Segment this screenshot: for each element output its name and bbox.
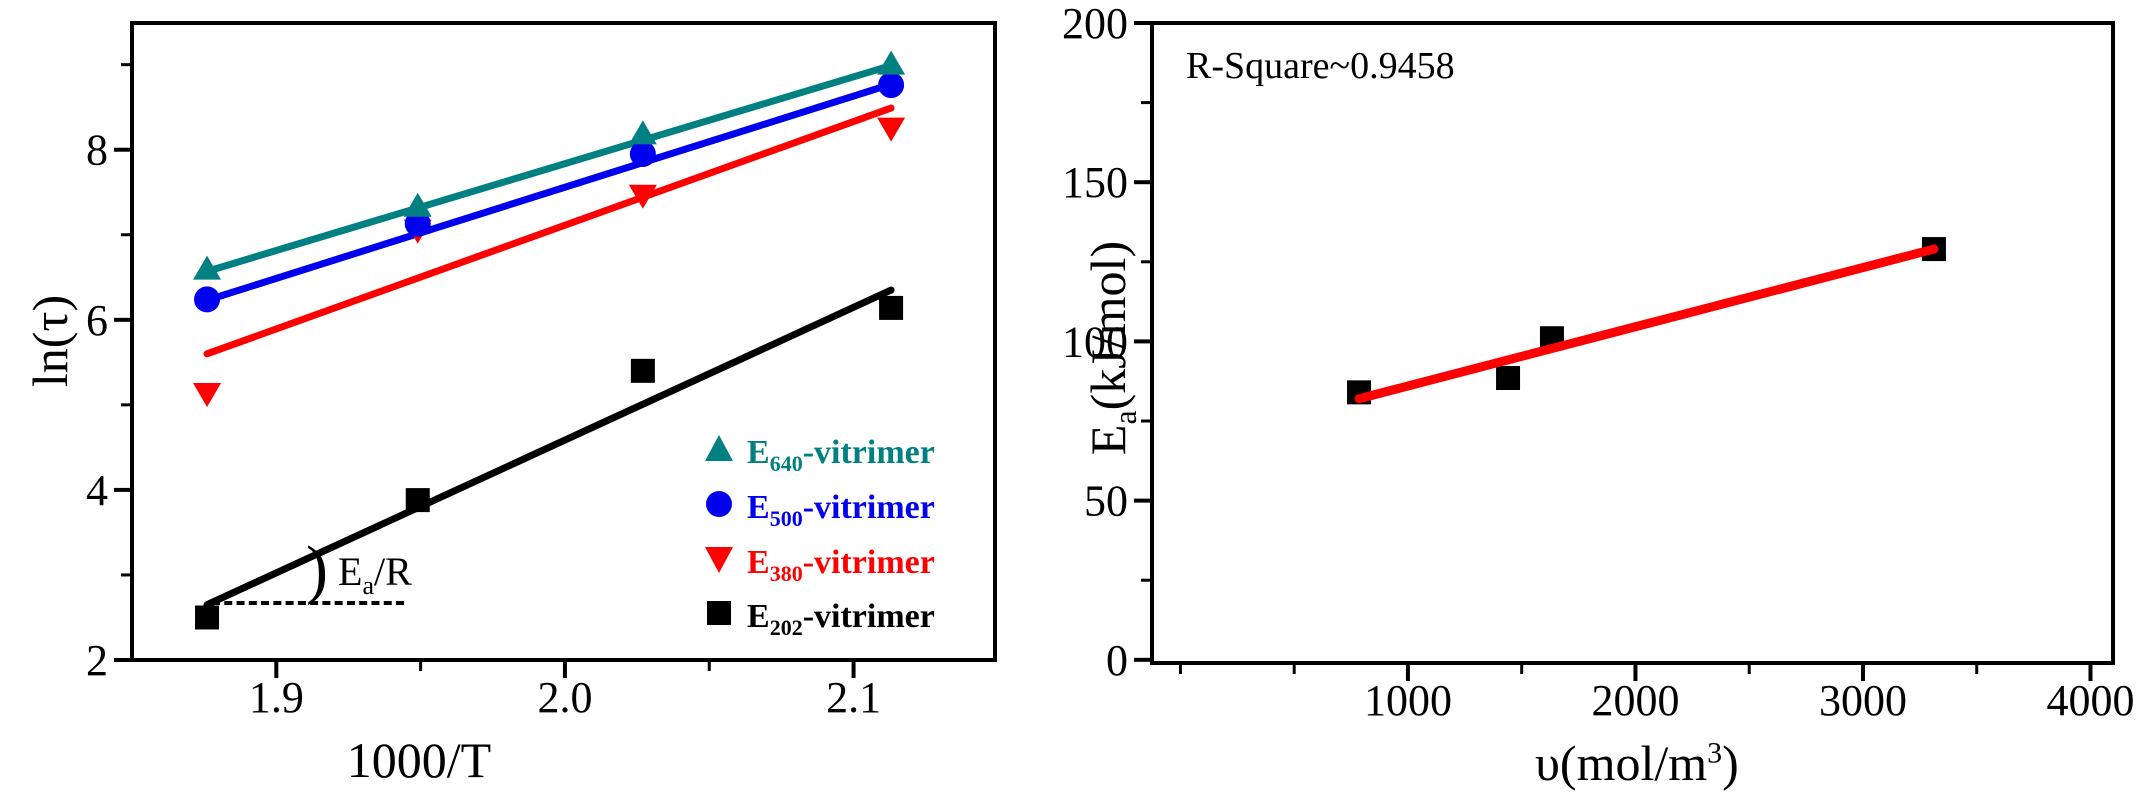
fit-line-E380-vitrimer <box>203 104 895 358</box>
data-point-E500-vitrimer <box>878 72 905 99</box>
right-y-label-rest: (kJ/mol) <box>1080 240 1136 411</box>
y-tick-label: 2 <box>86 636 108 685</box>
right-x-axis-label: υ(mol/m3) <box>1535 734 1739 792</box>
legend-label: E <box>747 489 770 526</box>
y-tick-label: 150 <box>1062 158 1128 207</box>
data-point-E202-vitrimer <box>879 295 904 320</box>
right-y-label-sub: a <box>1107 410 1143 425</box>
slope-annotation-sub: a <box>362 571 374 600</box>
legend-label: E <box>747 598 770 635</box>
legend-label-sub: 500 <box>769 505 803 531</box>
y-tick-label: 0 <box>1106 636 1128 685</box>
left-y-axis-label: ln(τ) <box>22 294 78 388</box>
data-point-E202-vitrimer <box>405 488 430 513</box>
slope-angle-paren: ) <box>306 533 328 606</box>
triangle-down-icon <box>704 544 734 583</box>
data-point-E500-vitrimer <box>629 140 656 167</box>
linear-fit-line <box>1354 244 1939 404</box>
fit-line-E202-vitrimer <box>203 286 895 609</box>
fit-line-E640-vitrimer <box>203 62 895 275</box>
legend-label-sub: 640 <box>769 450 803 476</box>
y-tick-label: 200 <box>1062 0 1128 48</box>
data-point-E640-vitrimer <box>877 50 906 75</box>
r-square-annotation: R-Square~0.9458 <box>1186 45 1455 87</box>
data-point-E380-vitrimer <box>193 382 222 407</box>
left-x-axis-label: 1000/T <box>346 732 492 788</box>
data-point-E640-vitrimer <box>403 192 432 217</box>
x-tick-label: 2.1 <box>826 673 881 722</box>
slope-dashed-baseline <box>212 601 404 605</box>
legend-label-suffix: -vitrimer <box>802 544 935 581</box>
y-tick-label: 100 <box>1062 317 1128 366</box>
slope-annotation-rest: /R <box>373 549 412 594</box>
legend-label-suffix: -vitrimer <box>802 598 935 635</box>
square-icon <box>704 598 734 637</box>
legend-label: E <box>747 544 770 581</box>
data-point-E202-vitrimer <box>195 605 220 630</box>
y-tick-label: 4 <box>86 466 108 515</box>
triangle-up-icon <box>704 434 734 473</box>
x-tick-label: 2000 <box>1591 676 1679 725</box>
y-tick-label: 6 <box>86 296 108 345</box>
y-tick-label: 8 <box>86 126 108 175</box>
data-point-Ea <box>1496 366 1521 391</box>
legend-item-e380: E380-vitrimer <box>704 542 935 584</box>
y-tick-label: 50 <box>1084 477 1128 526</box>
legend-label-sub: 380 <box>769 560 803 586</box>
data-point-E500-vitrimer <box>404 210 431 237</box>
x-tick-label: 2.0 <box>537 673 592 722</box>
x-tick-label: 1000 <box>1364 676 1452 725</box>
x-tick-label: 3000 <box>1819 676 1907 725</box>
data-point-E380-vitrimer <box>628 184 657 209</box>
slope-annotation-main: E <box>338 549 363 594</box>
data-point-E640-vitrimer <box>628 120 657 145</box>
legend-label-sub: 202 <box>769 614 803 640</box>
data-point-E202-vitrimer <box>630 358 655 383</box>
legend-label-suffix: -vitrimer <box>802 489 935 526</box>
slope-annotation: Ea/R <box>338 548 412 599</box>
data-point-E640-vitrimer <box>193 255 222 280</box>
data-point-E380-vitrimer <box>877 117 906 142</box>
right-x-label-sup: 3 <box>1707 736 1723 770</box>
data-point-E500-vitrimer <box>194 286 221 313</box>
circle-icon <box>704 489 734 528</box>
plot-frame <box>1150 21 2115 665</box>
legend-label-suffix: -vitrimer <box>802 434 935 471</box>
right-x-label-rest: ) <box>1722 735 1739 791</box>
x-tick-label: 4000 <box>2046 676 2134 725</box>
legend-item-e500: E500-vitrimer <box>704 487 935 529</box>
fit-line-E500-vitrimer <box>203 80 895 304</box>
right-x-label-main: υ(mol/m <box>1535 735 1708 791</box>
legend-item-e640: E640-vitrimer <box>704 432 935 474</box>
legend-label: E <box>747 434 770 471</box>
plot-frame <box>130 21 997 662</box>
legend-item-e202: E202-vitrimer <box>704 596 935 638</box>
right-y-axis-label: Ea(kJ/mol) <box>1079 240 1143 456</box>
right-y-label-main: E <box>1080 424 1136 456</box>
x-tick-label: 1.9 <box>249 673 304 722</box>
